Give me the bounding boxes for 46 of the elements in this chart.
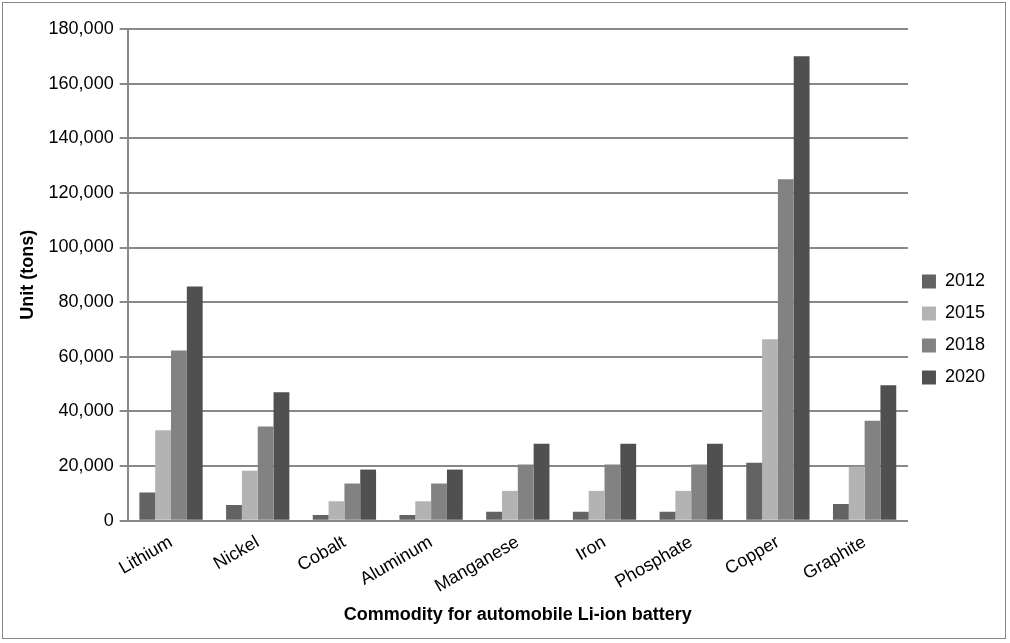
bar xyxy=(762,339,778,520)
bar xyxy=(186,286,203,520)
legend-label: 2015 xyxy=(944,302,985,323)
bar xyxy=(832,504,849,520)
y-tick-label: 60,000 xyxy=(58,345,114,366)
bar xyxy=(360,469,377,520)
bar xyxy=(793,56,810,520)
x-axis-title: Commodity for automobile Li-ion battery xyxy=(343,604,692,625)
bar xyxy=(139,492,156,520)
x-tick-label: Iron xyxy=(572,531,609,565)
bar xyxy=(273,392,290,520)
bar xyxy=(848,466,865,520)
bar xyxy=(241,470,258,520)
legend-label: 2020 xyxy=(944,366,985,387)
y-tick-label: 160,000 xyxy=(48,72,114,93)
bar xyxy=(415,501,432,520)
bar xyxy=(880,385,897,520)
bar xyxy=(431,483,447,520)
y-tick-label: 180,000 xyxy=(48,17,114,38)
y-tick-label: 120,000 xyxy=(48,181,114,202)
y-tick-label: 0 xyxy=(103,509,114,530)
bar xyxy=(588,490,605,520)
bar xyxy=(312,514,329,520)
y-tick-label: 80,000 xyxy=(58,291,114,312)
y-tick-label: 140,000 xyxy=(48,127,114,148)
bar xyxy=(486,511,502,520)
bar xyxy=(707,443,723,520)
bar xyxy=(533,443,550,520)
legend-label: 2018 xyxy=(944,334,985,355)
bar xyxy=(328,501,345,520)
y-tick-label: 100,000 xyxy=(48,236,114,257)
y-tick-label: 20,000 xyxy=(58,455,114,475)
bar xyxy=(344,483,361,520)
y-axis-title: Unit (tons) xyxy=(16,229,37,320)
bar xyxy=(226,505,242,520)
legend-label: 2012 xyxy=(944,270,985,291)
bar xyxy=(155,430,172,520)
bar xyxy=(501,490,518,520)
bar xyxy=(675,490,692,520)
y-tick-label: 40,000 xyxy=(58,400,114,421)
bar xyxy=(659,511,676,520)
bar xyxy=(746,462,763,520)
bar xyxy=(572,511,589,520)
bar xyxy=(620,443,637,520)
bar xyxy=(446,469,463,520)
bar xyxy=(399,514,416,520)
